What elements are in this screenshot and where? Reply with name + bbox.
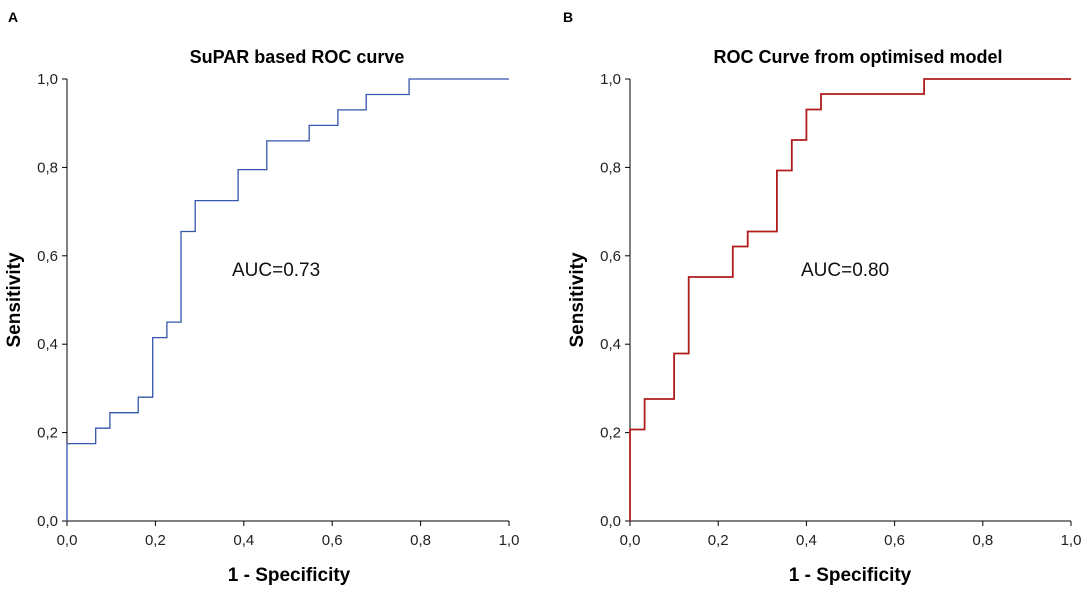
x-tick-label: 0,8 <box>410 532 431 549</box>
x-tick-label: 0,2 <box>708 532 729 549</box>
x-axis-label: 1 - Specificity <box>789 565 912 586</box>
panel-a: A SuPAR based ROC curve 0,0 0,2 0,4 0,6 0,8 1,0… <box>4 9 519 586</box>
x-tick-label: 0,2 <box>145 532 166 549</box>
y-axis-label: Sensitivity <box>4 252 25 347</box>
y-axis-label: Sensitivity <box>567 252 588 347</box>
x-tick-label: 0,6 <box>322 532 343 549</box>
y-tick-label: 0,0 <box>600 513 621 530</box>
y-tick-label: 1,0 <box>37 71 58 88</box>
x-axis-label: 1 - Specificity <box>228 565 351 586</box>
x-tick-label: 0,4 <box>796 532 817 549</box>
panel-b: B ROC Curve from optimised model 0,0 0,2 0,4… <box>563 9 1081 586</box>
y-tick-label: 0,8 <box>37 159 58 176</box>
x-tick-label: 0,0 <box>57 532 78 549</box>
x-tick-label: 0,4 <box>233 532 254 549</box>
x-tick-label: 0,8 <box>972 532 993 549</box>
x-tick-label: 0,6 <box>884 532 905 549</box>
y-tick-label: 0,6 <box>600 248 621 265</box>
panel-letter: B <box>563 9 573 25</box>
x-tick-label: 1,0 <box>1061 532 1082 549</box>
chart-title: SuPAR based ROC curve <box>190 47 405 67</box>
y-tick-label: 0,8 <box>600 159 621 176</box>
y-tick-label: 0,0 <box>37 513 58 530</box>
x-tick-label: 0,0 <box>620 532 641 549</box>
y-tick-label: 0,4 <box>37 336 58 353</box>
y-tick-label: 0,2 <box>600 425 621 442</box>
x-tick-label: 1,0 <box>499 532 520 549</box>
y-tick-label: 0,4 <box>600 336 621 353</box>
y-tick-label: 1,0 <box>600 71 621 88</box>
roc-curve-line <box>629 78 1071 521</box>
auc-annotation: AUC=0.80 <box>801 260 889 281</box>
y-tick-label: 0,6 <box>37 248 58 265</box>
auc-annotation: AUC=0.73 <box>232 260 320 281</box>
roc-curve-line <box>66 78 509 521</box>
chart-title: ROC Curve from optimised model <box>713 47 1002 67</box>
y-tick-label: 0,2 <box>37 425 58 442</box>
panel-letter: A <box>8 9 18 25</box>
